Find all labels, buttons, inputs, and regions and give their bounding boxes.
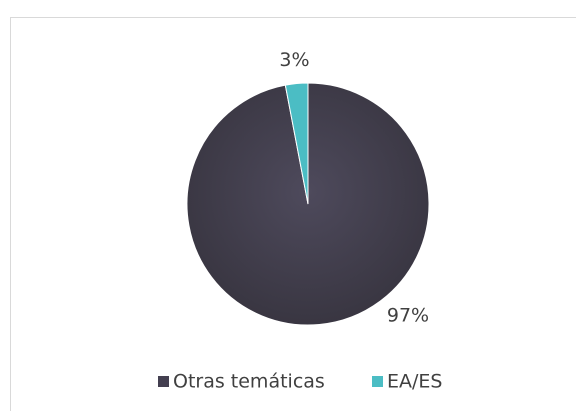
pie-slice xyxy=(284,82,309,205)
data-label: 97% xyxy=(387,305,429,327)
data-label: 3% xyxy=(279,49,309,71)
legend-swatch xyxy=(158,376,169,387)
legend-swatch xyxy=(372,376,383,387)
legend-label: Otras temáticas xyxy=(173,371,325,393)
legend-label: EA/ES xyxy=(387,371,442,393)
